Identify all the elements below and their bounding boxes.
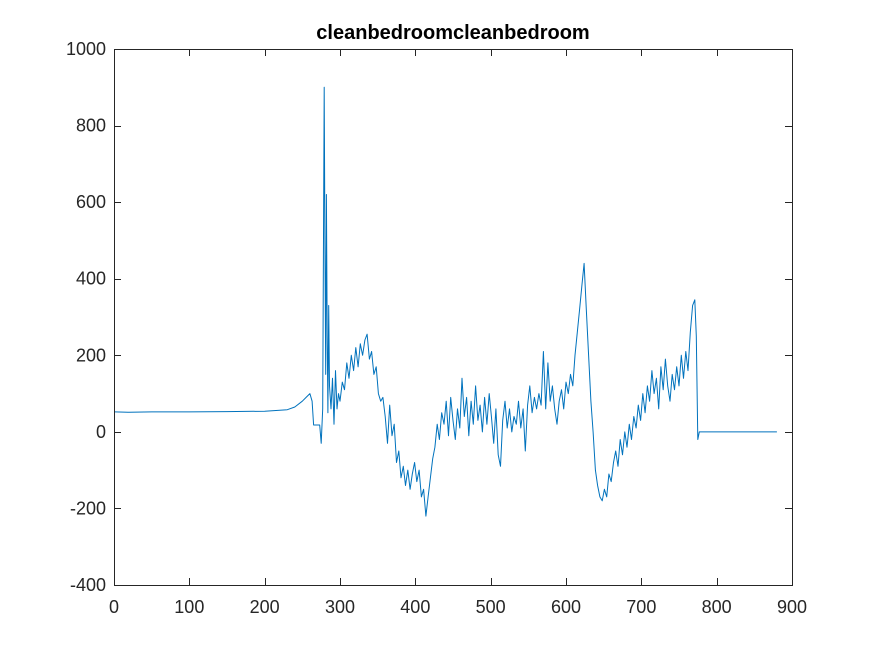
x-tick-label: 0 bbox=[109, 597, 119, 617]
series-line bbox=[114, 86, 777, 517]
y-tick-label: 600 bbox=[76, 192, 106, 212]
y-tick-label: -400 bbox=[70, 575, 106, 595]
y-tick-label: 0 bbox=[96, 422, 106, 442]
x-axis-tick-labels: 0 100 200 300 400 500 600 700 800 900 bbox=[109, 597, 807, 617]
plot-area bbox=[114, 49, 792, 585]
x-tick-label: 600 bbox=[551, 597, 581, 617]
y-tick-label: -200 bbox=[70, 498, 106, 518]
x-tick-label: 900 bbox=[777, 597, 807, 617]
y-tick-label: 800 bbox=[76, 116, 106, 136]
x-tick-label: 700 bbox=[626, 597, 656, 617]
x-tick-label: 400 bbox=[400, 597, 430, 617]
x-tick-label: 300 bbox=[325, 597, 355, 617]
x-tick-label: 200 bbox=[250, 597, 280, 617]
y-axis-tick-labels: -400 -200 0 200 400 600 800 1000 bbox=[66, 39, 106, 595]
x-tick-label: 800 bbox=[702, 597, 732, 617]
x-tick-label: 500 bbox=[476, 597, 506, 617]
axes-box bbox=[114, 49, 793, 586]
y-tick-label: 1000 bbox=[66, 39, 106, 59]
chart-title: cleanbedroomcleanbedroom bbox=[316, 22, 589, 44]
y-tick-label: 200 bbox=[76, 345, 106, 365]
x-tick-label: 100 bbox=[174, 597, 204, 617]
y-tick-label: 400 bbox=[76, 269, 106, 289]
